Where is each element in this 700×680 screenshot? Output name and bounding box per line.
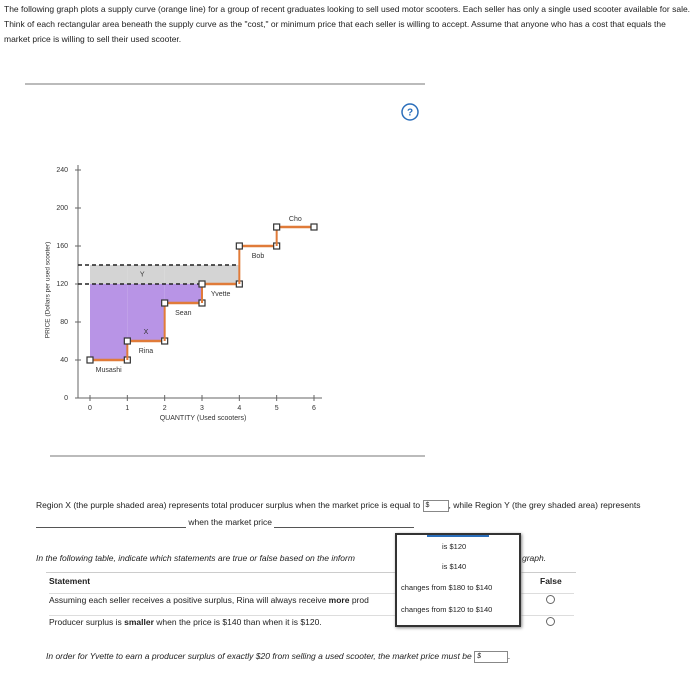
- divider: [50, 455, 425, 457]
- question: Region X (the purple shaded area) repres…: [36, 497, 656, 531]
- x-tick-label: 3: [200, 405, 204, 412]
- x-tick-label: 4: [237, 405, 241, 412]
- option[interactable]: changes from $120 to $140: [401, 605, 493, 614]
- seller-label: Cho: [289, 216, 302, 223]
- surplus-area: [127, 265, 165, 284]
- seller-label: Bob: [252, 253, 265, 260]
- help-icon[interactable]: [401, 103, 419, 121]
- divider: [25, 83, 425, 85]
- y-tick-label: 40: [60, 357, 68, 364]
- step-marker: [273, 223, 281, 231]
- table-intro: graph.: [522, 553, 547, 563]
- step-marker: [123, 337, 131, 345]
- step-marker: [198, 280, 206, 288]
- x-tick-label: 0: [88, 405, 92, 412]
- surplus-area: [127, 284, 165, 341]
- intro: The following graph plots a supply curve…: [4, 4, 691, 44]
- x-tick-label: 1: [125, 405, 129, 412]
- option[interactable]: is $120: [442, 542, 467, 551]
- surplus-area: [164, 284, 202, 303]
- radio[interactable]: [546, 617, 555, 626]
- y-tick-label: 120: [56, 281, 68, 288]
- text: more: [328, 595, 350, 605]
- text: .: [508, 651, 511, 661]
- row: Producer surplus is smaller when the pri…: [49, 615, 574, 629]
- x-tick-label: 5: [275, 405, 279, 412]
- header: Statement: [49, 576, 91, 586]
- seller-label: Sean: [175, 310, 191, 317]
- y-tick-label: 240: [56, 167, 68, 174]
- y-tick-label: 200: [56, 205, 68, 212]
- final-question: In order for Yvette to earn a producer s…: [46, 650, 510, 663]
- text: smaller: [124, 617, 154, 627]
- surplus-area: [90, 284, 128, 360]
- step-marker: [310, 223, 318, 231]
- seller-label: Musashi: [96, 367, 123, 374]
- y-tick-label: 160: [56, 243, 68, 250]
- option[interactable]: changes from $180 to $140: [401, 583, 493, 592]
- surplus-area: [202, 265, 240, 284]
- x-tick-label: 2: [163, 405, 167, 412]
- option[interactable]: is $140: [442, 562, 467, 571]
- input[interactable]: $: [474, 650, 509, 663]
- text: , while Region Y (the grey shaded area) …: [448, 500, 641, 510]
- seller-label: Yvette: [211, 291, 231, 298]
- chart: ? PRICE (Dollars per used scooter) QUANT…: [45, 103, 419, 422]
- dropdown[interactable]: [274, 517, 415, 529]
- region-label: Y: [140, 271, 145, 278]
- row: Assuming each seller receives a positive…: [49, 593, 574, 607]
- input[interactable]: $: [422, 499, 449, 512]
- surplus-area: [164, 265, 202, 284]
- text: prod: [349, 595, 369, 605]
- x-tick-label: 6: [312, 405, 316, 412]
- step-marker: [86, 356, 94, 364]
- highlight: [427, 535, 489, 537]
- surplus-area: [90, 265, 128, 284]
- step-marker: [161, 299, 169, 307]
- step-marker: [235, 242, 243, 250]
- dropdown[interactable]: [36, 517, 186, 529]
- text: Assuming each seller receives a positive…: [49, 595, 329, 605]
- region-label: X: [144, 329, 149, 336]
- y-axis-label: PRICE (Dollars per used scooter): [45, 242, 52, 338]
- text: In order for Yvette to earn a producer s…: [46, 651, 472, 661]
- header: False: [540, 576, 562, 586]
- x-axis-label: QUANTITY (Used scooters): [160, 415, 247, 422]
- y-tick-label: 80: [60, 319, 68, 326]
- text: Producer surplus is: [49, 617, 125, 627]
- help-text[interactable]: ?: [407, 108, 413, 119]
- radio[interactable]: [546, 595, 555, 604]
- dropdown-menu: is $120 is $140 changes from $180 to $14…: [395, 533, 521, 627]
- text: when the price is $140 than when it is $…: [153, 617, 322, 627]
- table-intro: In the following table, indicate which s…: [36, 553, 355, 563]
- seller-label: Rina: [139, 348, 154, 355]
- text: Region X (the purple shaded area) repres…: [36, 500, 421, 510]
- y-tick-label: 0: [64, 395, 68, 402]
- text: when the market price: [188, 517, 272, 527]
